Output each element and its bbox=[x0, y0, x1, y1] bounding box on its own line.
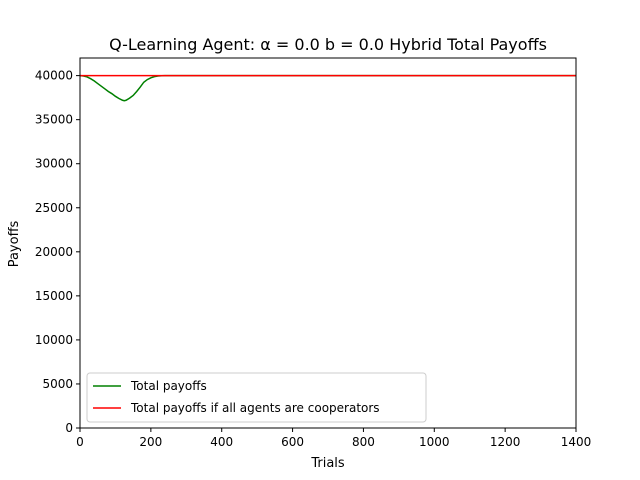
x-axis-label: Trials bbox=[310, 456, 345, 471]
legend-label-2: Total payoffs if all agents are cooperat… bbox=[130, 401, 380, 415]
y-tick-label: 10000 bbox=[35, 333, 73, 347]
y-tick-label: 35000 bbox=[35, 113, 73, 127]
y-tick-label: 40000 bbox=[35, 69, 73, 83]
y-tick-label: 25000 bbox=[35, 201, 73, 215]
y-axis-label: Payoffs bbox=[7, 220, 22, 267]
y-tick-label: 5000 bbox=[42, 377, 73, 391]
x-tick-label: 1200 bbox=[490, 435, 521, 449]
y-tick-label: 0 bbox=[65, 421, 73, 435]
x-tick-label: 200 bbox=[139, 435, 162, 449]
series-line-1 bbox=[79, 74, 576, 102]
y-tick-label: 30000 bbox=[35, 157, 73, 171]
x-tick-label: 400 bbox=[210, 435, 233, 449]
plot-frame bbox=[79, 57, 577, 429]
legend-label-1: Total payoffs bbox=[130, 379, 207, 393]
y-tick-label: 20000 bbox=[35, 245, 73, 259]
legend: Total payoffs Total payoffs if all agents… bbox=[86, 372, 427, 423]
y-tick-label: 15000 bbox=[35, 289, 73, 303]
x-tick-label: 1400 bbox=[561, 435, 592, 449]
x-tick-label: 600 bbox=[281, 435, 304, 449]
legend-box bbox=[86, 372, 427, 423]
plot-area: 0 200 400 600 800 1000 1200 1400 0 5000 10000 15000… bbox=[35, 57, 592, 449]
x-tick-label: 1000 bbox=[419, 435, 450, 449]
chart-title: Q-Learning Agent: α = 0.0 b = 0.0 Hybrid… bbox=[109, 35, 547, 54]
x-tick-label: 0 bbox=[76, 435, 84, 449]
x-tick-label: 800 bbox=[352, 435, 375, 449]
